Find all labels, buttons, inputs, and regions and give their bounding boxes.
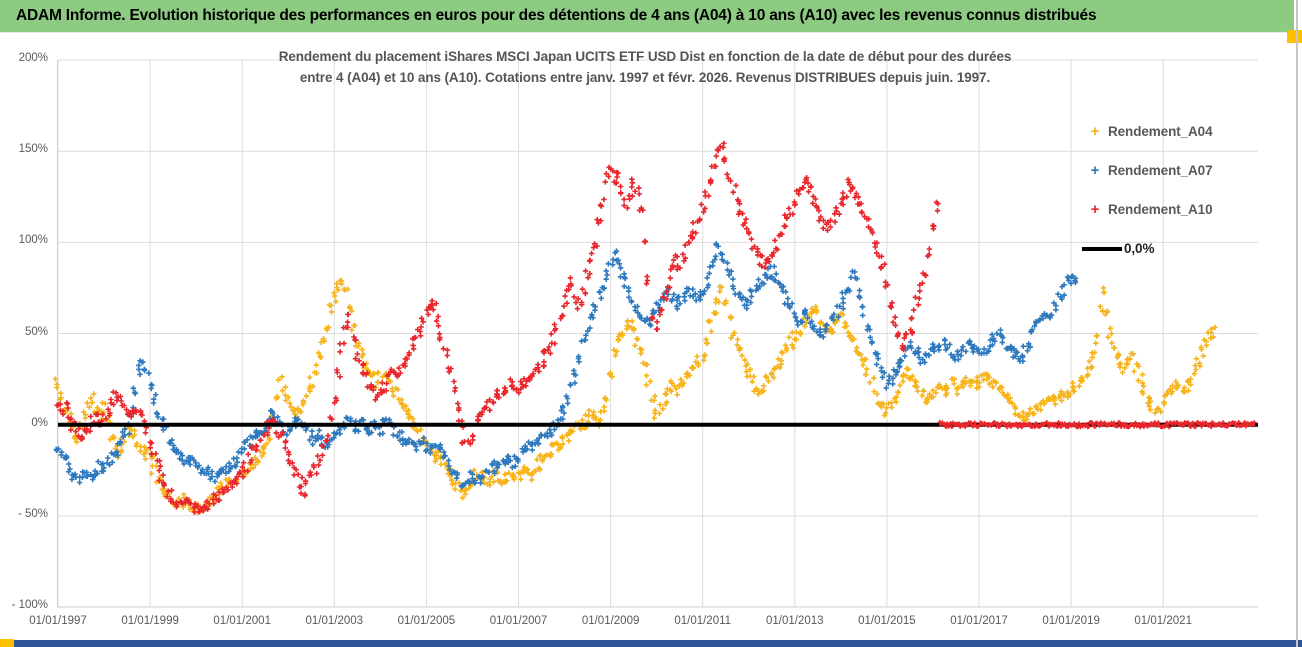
x-axis-tick-label: 01/01/1999	[121, 615, 179, 627]
plus-marker-icon: +	[1090, 162, 1100, 179]
gridlines	[57, 59, 1258, 608]
y-axis-tick-label: 100%	[18, 234, 48, 247]
legend-label: Rendement_A07	[1108, 163, 1213, 178]
bottom-bar	[0, 640, 1302, 647]
zero-line-swatch	[1082, 246, 1122, 251]
x-axis-tick-label: 01/01/2015	[858, 615, 916, 627]
x-axis-tick-label: 01/01/1997	[29, 615, 87, 627]
gold-corner-bottom-left	[0, 639, 14, 647]
x-axis-tick-label: 01/01/2019	[1042, 615, 1100, 627]
gold-corner-top-right	[1287, 30, 1302, 43]
x-axis-tick-label: 01/01/2001	[213, 615, 271, 627]
x-axis-tick-label: 01/01/2013	[766, 615, 824, 627]
chart-title-line-2: entre 4 (A04) et 10 ans (A10). Cotations…	[299, 70, 991, 85]
series-rendement_a04	[52, 277, 1218, 516]
plot-border	[57, 60, 1258, 608]
x-axis-tick-label: 01/01/2017	[950, 615, 1008, 627]
legend-item-a07: + Rendement_A07	[1082, 151, 1213, 190]
legend-item-a10: + Rendement_A10	[1082, 190, 1213, 229]
y-axis-tick-label: 150%	[18, 143, 48, 156]
legend-item-a04: + Rendement_A04	[1082, 112, 1213, 151]
legend-item-zero: 0,0%	[1082, 229, 1213, 268]
chart-title-line-1: Rendement du placement iShares MSCI Japa…	[278, 49, 1012, 64]
x-axis-tick-label: 01/01/2021	[1134, 615, 1192, 627]
y-axis-tick-label: - 50%	[17, 507, 48, 520]
legend-label: Rendement_A10	[1108, 202, 1213, 217]
x-axis-tick-label: 01/01/2003	[305, 615, 364, 627]
x-axis-tick-label: 01/01/2009	[581, 615, 640, 627]
y-axis-tick-label: 50%	[24, 325, 48, 338]
y-axis-tick-label: 0%	[31, 416, 48, 429]
x-axis-tick-label: 01/01/2005	[397, 615, 456, 627]
chart-title: Rendement du placement iShares MSCI Japa…	[150, 46, 1140, 88]
right-edge-line	[1296, 0, 1298, 647]
legend: + Rendement_A04 + Rendement_A07 + Rendement_A…	[1082, 112, 1213, 268]
series-a10-flat-zero	[937, 420, 1257, 430]
x-axis-tick-label: 01/01/2011	[674, 615, 732, 627]
banner: ADAM Informe. Evolution historique des p…	[0, 0, 1294, 33]
banner-title: ADAM Informe. Evolution historique des p…	[16, 7, 1097, 24]
series-rendement_a07	[53, 241, 1079, 490]
series-rendement_a10	[54, 140, 941, 515]
y-axis-tick-label: 200%	[18, 52, 48, 65]
legend-label: 0,0%	[1124, 241, 1155, 256]
plus-marker-icon: +	[1090, 123, 1100, 140]
x-axis-tick-label: 01/01/2007	[489, 615, 548, 627]
plus-marker-icon: +	[1090, 201, 1100, 218]
y-axis-tick-label: - 100%	[11, 599, 48, 612]
legend-label: Rendement_A04	[1108, 124, 1213, 139]
